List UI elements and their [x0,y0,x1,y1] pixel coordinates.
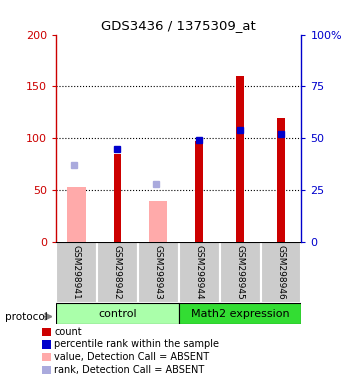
Bar [179,303,301,324]
Bar [149,202,168,242]
Bar [236,76,244,242]
Bar [56,303,179,324]
Text: GSM298941: GSM298941 [72,245,81,300]
Text: GSM298943: GSM298943 [154,245,163,300]
Bar [97,242,138,303]
Text: GSM298944: GSM298944 [195,245,204,300]
Text: protocol: protocol [5,312,48,322]
Bar [219,242,261,303]
Text: control: control [98,309,136,319]
Text: percentile rank within the sample: percentile rank within the sample [54,339,219,349]
Text: rank, Detection Call = ABSENT: rank, Detection Call = ABSENT [54,365,204,375]
Bar [195,141,203,242]
Text: GSM298945: GSM298945 [236,245,244,300]
Bar [138,242,179,303]
Bar [56,242,97,303]
Text: count: count [54,327,82,337]
Text: Math2 expression: Math2 expression [191,309,290,319]
Text: value, Detection Call = ABSENT: value, Detection Call = ABSENT [54,352,209,362]
Title: GDS3436 / 1375309_at: GDS3436 / 1375309_at [101,19,256,32]
Bar [277,118,285,242]
Text: GSM298942: GSM298942 [113,245,122,300]
Bar [261,242,301,303]
Bar [67,187,86,242]
Text: GSM298946: GSM298946 [277,245,286,300]
Bar [179,242,219,303]
Bar [114,154,121,242]
